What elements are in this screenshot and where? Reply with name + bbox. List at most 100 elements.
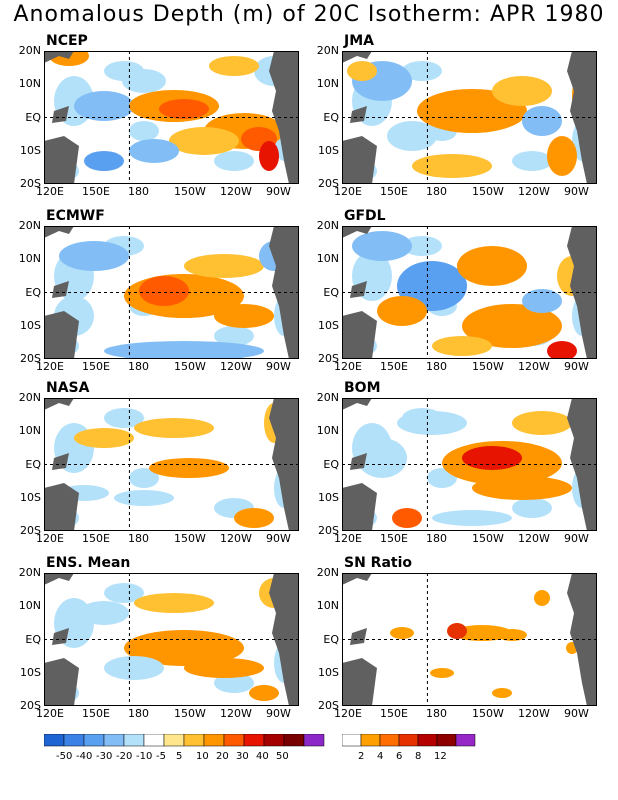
land-mass xyxy=(44,226,74,238)
colorbar-label: 6 xyxy=(396,751,403,762)
lon-tick-label: 150E xyxy=(82,360,110,373)
sn-contour xyxy=(534,590,550,606)
lon-tick-label: 150E xyxy=(82,185,110,198)
lat-tick-label: 20S xyxy=(20,177,41,190)
anomaly-contour xyxy=(184,658,264,678)
panel-title: NASA xyxy=(46,380,90,396)
sn-contour xyxy=(447,623,467,639)
lat-tick-label: EQ xyxy=(25,110,41,124)
lon-tick-label: 90W xyxy=(564,707,589,720)
map-sn-ratio xyxy=(342,573,597,706)
colorbar-swatch xyxy=(63,733,85,747)
colorbar-swatch xyxy=(243,733,265,747)
colorbar-label: 10 xyxy=(196,751,209,762)
colorbar-swatch xyxy=(360,733,381,747)
land-mass xyxy=(44,136,79,184)
anomaly-contour xyxy=(214,151,254,171)
anomaly-contour xyxy=(149,458,229,478)
anomaly-contour xyxy=(139,276,189,306)
lon-tick-label: 150E xyxy=(380,707,408,720)
lat-tick-label: 10S xyxy=(20,490,41,504)
lon-tick-label: 150E xyxy=(380,185,408,198)
lat-tick-label: 20S xyxy=(318,177,339,190)
colorbar-swatch xyxy=(223,733,245,747)
anomaly-contour xyxy=(402,236,442,256)
anomaly-contour xyxy=(512,411,572,435)
colorbar-label: 4 xyxy=(377,751,384,762)
lon-tick-label: 120W xyxy=(518,360,550,373)
land-mass xyxy=(342,483,377,531)
anomaly-contour xyxy=(432,336,492,356)
anomaly-contour xyxy=(462,446,522,470)
anomaly-contour xyxy=(104,408,144,428)
lon-tick-label: 180 xyxy=(426,532,447,545)
lon-tick-label: 150W xyxy=(174,185,206,198)
lon-tick-label: 150W xyxy=(472,360,504,373)
lat-tick-label: 20S xyxy=(20,352,41,365)
lat-tick-label: 10N xyxy=(18,77,41,91)
lon-tick-label: 150W xyxy=(174,532,206,545)
anomaly-contour xyxy=(104,656,164,680)
lon-tick-label: 150W xyxy=(472,707,504,720)
lon-tick-label: 90W xyxy=(266,707,291,720)
lon-tick-label: 120W xyxy=(518,185,550,198)
lat-tick-label: 20S xyxy=(318,524,339,537)
lat-tick-label: 20S xyxy=(318,352,339,365)
land-mass xyxy=(342,136,377,184)
map-gfdl xyxy=(342,226,597,359)
anomaly-contour xyxy=(134,593,214,613)
lon-tick-label: 120E xyxy=(36,185,64,198)
land-mass xyxy=(350,281,367,298)
anomaly-contour xyxy=(104,341,264,359)
anomaly-contour xyxy=(74,91,134,121)
land-mass xyxy=(44,483,79,531)
land-mass xyxy=(342,398,372,410)
anomaly-contour xyxy=(522,289,562,313)
land-mass xyxy=(44,398,74,410)
sn-contour xyxy=(497,629,527,641)
lat-tick-label: 20S xyxy=(20,699,41,712)
colorbar-label: 2 xyxy=(358,751,365,762)
lon-tick-label: 120E xyxy=(36,707,64,720)
anomaly-contour xyxy=(347,61,377,81)
panel-title: GFDL xyxy=(344,208,386,224)
anomaly-contour xyxy=(522,106,562,136)
lat-tick-label: 10N xyxy=(316,77,339,91)
land-mass xyxy=(52,453,69,470)
lat-tick-label: 20N xyxy=(316,44,339,57)
lon-tick-label: 90W xyxy=(564,185,589,198)
lon-tick-label: 180 xyxy=(128,707,149,720)
lon-tick-label: 150W xyxy=(472,185,504,198)
panel-title: ENS. Mean xyxy=(46,555,131,571)
lat-tick-label: 10N xyxy=(316,599,339,613)
colorbar-label: 8 xyxy=(415,751,422,762)
colorbar-label: -50 xyxy=(56,751,73,762)
colorbar-label: 12 xyxy=(434,751,447,762)
colorbar-label: 20 xyxy=(216,751,229,762)
land-mass xyxy=(44,573,74,585)
lat-tick-label: 10S xyxy=(20,665,41,679)
lat-tick-label: 10S xyxy=(318,665,339,679)
anomaly-contour xyxy=(79,601,129,625)
lon-tick-label: 120E xyxy=(334,360,362,373)
land-mass xyxy=(350,453,367,470)
lon-tick-label: 180 xyxy=(426,707,447,720)
anomaly-contour xyxy=(397,411,467,435)
lon-tick-label: 180 xyxy=(128,360,149,373)
anomaly-contour xyxy=(114,490,174,506)
anomaly-contour xyxy=(462,304,562,348)
panel-title: SN Ratio xyxy=(344,555,413,571)
lat-tick-label: 20N xyxy=(18,391,41,404)
land-mass xyxy=(52,106,69,123)
colorbar-label: -40 xyxy=(76,751,93,762)
anomaly-contour xyxy=(214,326,254,346)
anomaly-contour xyxy=(387,121,437,151)
anomaly-contour xyxy=(512,498,552,518)
lon-tick-label: 90W xyxy=(266,360,291,373)
land-mass xyxy=(52,628,69,645)
land-mass xyxy=(350,106,367,123)
lon-tick-label: 180 xyxy=(128,532,149,545)
lon-tick-label: 120E xyxy=(36,360,64,373)
anomaly-contour xyxy=(249,685,279,701)
colorbar-swatch xyxy=(263,733,285,747)
